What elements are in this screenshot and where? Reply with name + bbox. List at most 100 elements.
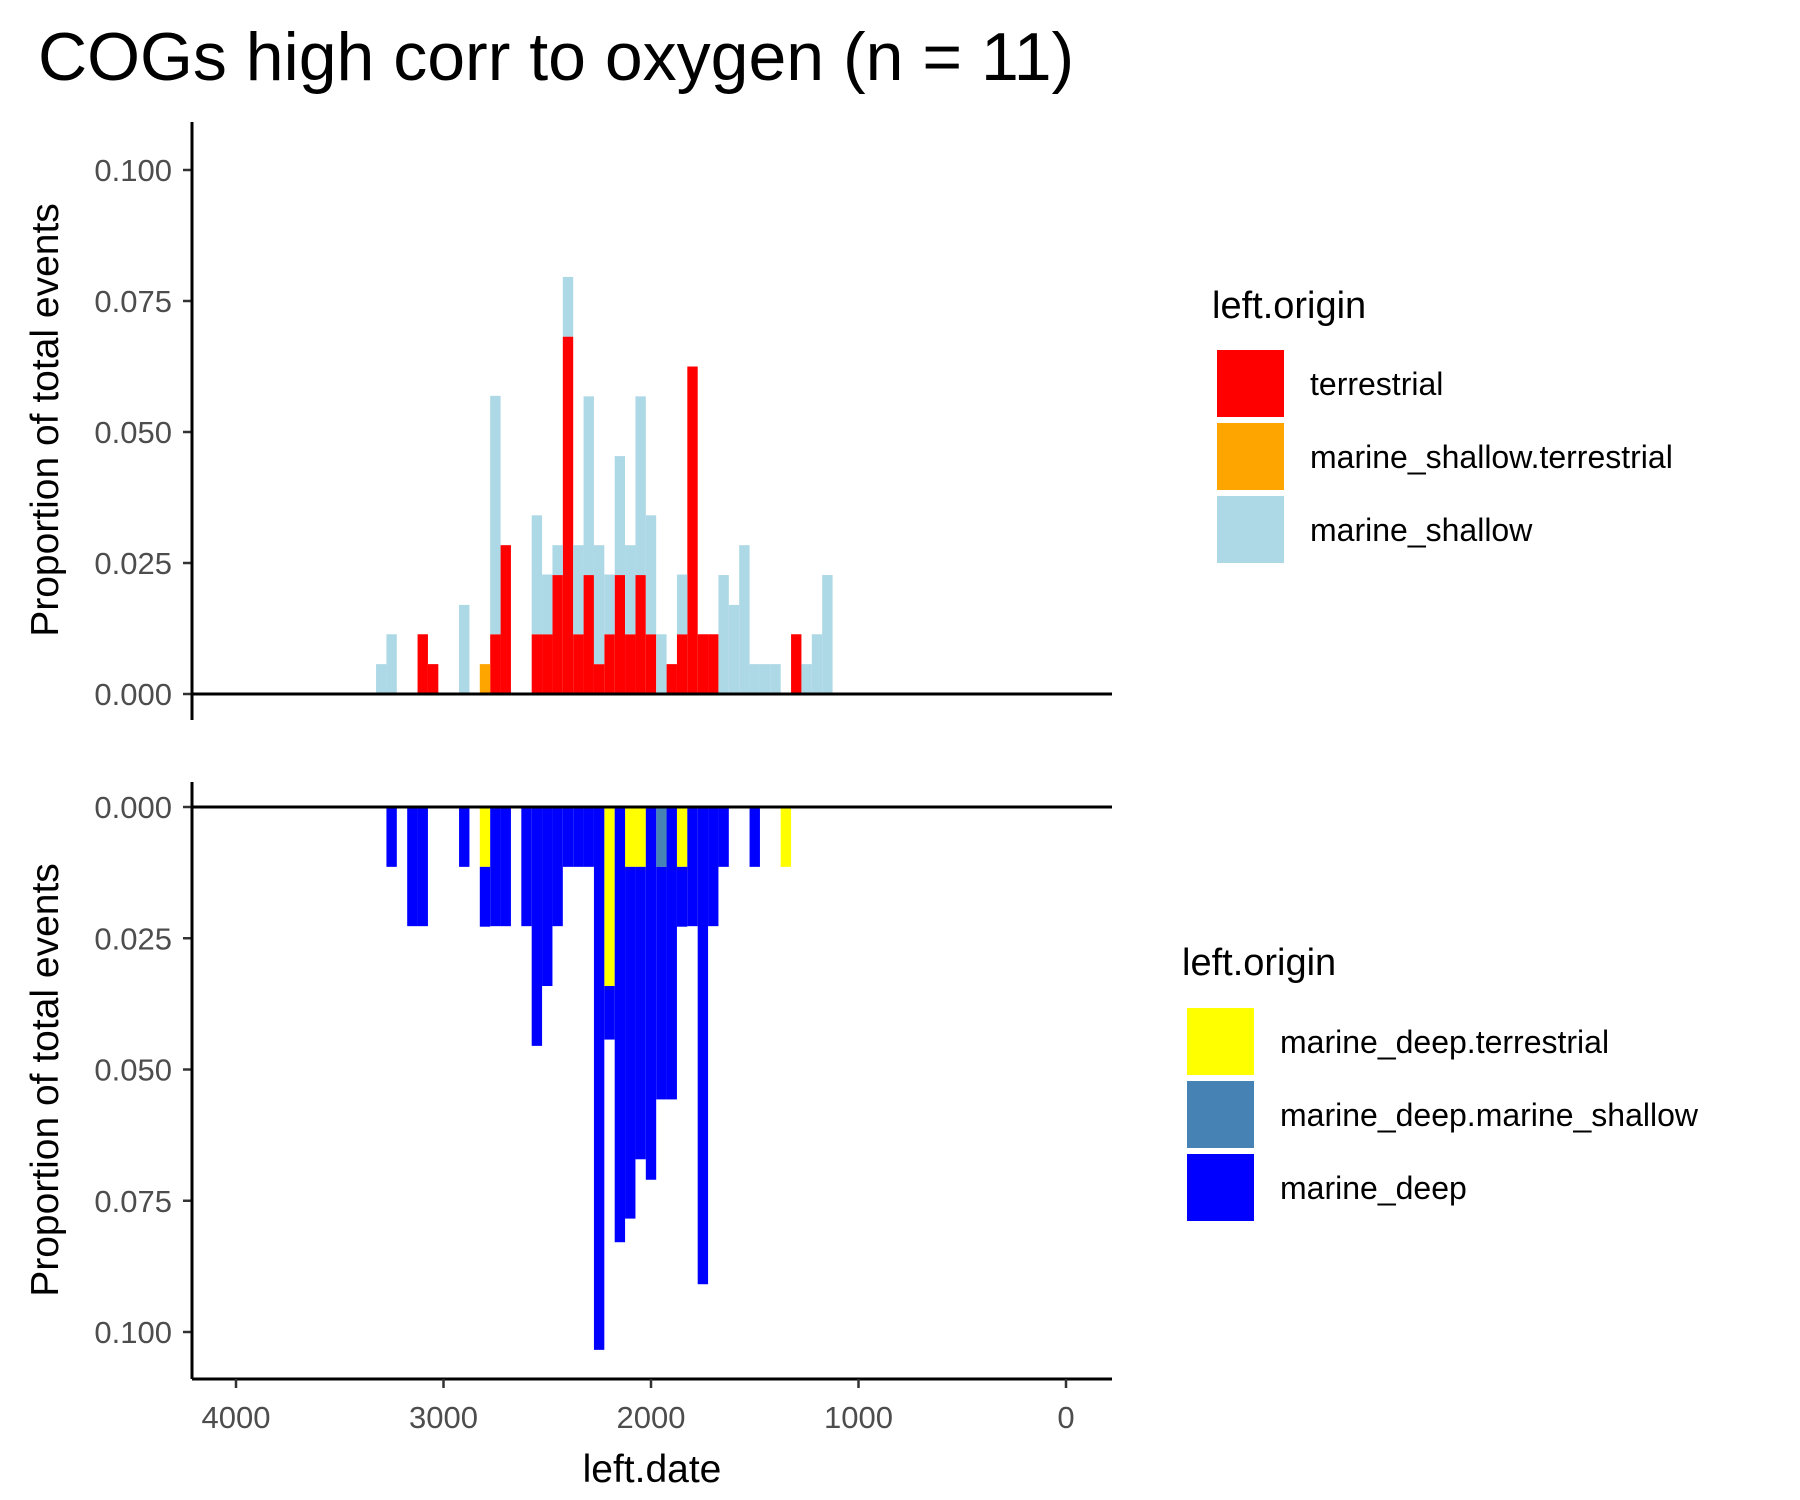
bar-top-marine-shallow-1400 [770,664,781,694]
bar-top-terrestrial-1850 [676,634,688,694]
legend-bottom-label-marine-deep: marine_deep [1280,1170,1467,1206]
x-tick-label: 0 [1057,1400,1074,1435]
bar-top-marine-shallow-2500 [542,574,553,635]
legend-top-label-marine-shallow: marine_shallow [1310,512,1533,548]
legend-top-label-marine-shallow-terrestrial: marine_shallow.terrestrial [1310,439,1673,475]
bar-bottom-marine-deep-2100 [625,866,636,1219]
legend-bottom-title: left.origin [1182,942,1336,984]
bar-bottom-marine-deep-2350 [573,807,584,867]
bar-bottom-marine-deep-1900 [666,807,677,1100]
bar-bottom-marine-deep-2150 [614,807,626,1243]
bar-top-marine-shallow-2400 [562,276,574,337]
bar-bottom-marine-deep-2400 [562,807,574,867]
legend-top-key-marine-shallow-terrestrial [1217,423,1284,490]
top-y-tick-label: 0.050 [94,415,172,450]
bar-bottom-marine-deep-2750 [490,807,501,927]
legend-top-title: left.origin [1212,285,1366,327]
top-bars [376,276,833,694]
bar-bottom-marine-deep-1700 [708,807,719,927]
bottom-y-tick-label: 0.000 [94,790,172,825]
bar-top-terrestrial-3100 [417,634,428,694]
bar-top-terrestrial-2700 [500,545,511,694]
bar-top-terrestrial-2150 [614,575,626,694]
chart-title: COGs high corr to oxygen (n = 11) [38,19,1074,95]
bar-top-terrestrial-2050 [635,575,646,694]
bar-top-marine-shallow-2350 [573,545,584,635]
bar-bottom-marine-deep-2200 [604,986,615,1040]
x-tick-label: 4000 [202,1400,271,1435]
bar-top-marine-shallow-3300 [376,664,387,694]
bar-bottom-marine-deep-marine-shallow-1950 [656,807,667,867]
top-y-tick-label: 0.075 [94,284,172,319]
bar-top-marine-shallow-2200 [604,574,615,635]
bar-top-terrestrial-1800 [687,366,698,694]
bar-bottom-marine-deep-2050 [635,866,646,1160]
bar-top-marine-shallow-1500 [749,664,760,694]
bar-top-marine-shallow-2050 [635,396,646,576]
x-tick-label: 3000 [409,1400,478,1435]
legend-top-key-marine-shallow [1217,496,1284,563]
bar-top-terrestrial-1300 [791,634,802,694]
bar-bottom-marine-deep-1750 [697,807,709,1285]
legend-bottom-key-marine-deep-marine-shallow [1187,1081,1254,1148]
bar-top-marine-shallow-1850 [676,574,688,635]
legend-top-label-terrestrial: terrestrial [1310,366,1443,402]
x-tick-label: 1000 [824,1400,893,1435]
bar-top-marine-shallow-2250 [593,545,605,665]
bar-top-marine-shallow-2000 [645,515,657,635]
bar-top-marine-shallow-2900 [459,604,470,694]
bar-top-terrestrial-2100 [625,634,636,694]
bottom-y-tick-label: 0.075 [94,1184,172,1219]
legend-bottom-key-marine-deep [1187,1154,1254,1221]
bottom-y-ticks: 0.000 0.025 0.050 0.075 0.100 [94,790,192,1350]
bar-top-marine-shallow-1150 [822,575,833,694]
legend-bottom-label-marine-deep-terrestrial: marine_deep.terrestrial [1280,1024,1609,1060]
bar-top-terrestrial-2500 [542,634,553,694]
bar-bottom-marine-deep-terrestrial-1850 [676,807,688,867]
bottom-bars [386,807,792,1350]
top-y-ticks: 0.100 0.075 0.050 0.025 0.000 [94,153,192,712]
bar-top-marine-shallow-terrestrial-2800 [479,664,491,694]
bottom-y-tick-label: 0.025 [94,921,172,956]
bar-top-marine-shallow-3250 [386,634,397,694]
bar-bottom-marine-deep-1500 [749,807,760,867]
legend-bottom-label-marine-deep-marine-shallow: marine_deep.marine_shallow [1280,1097,1699,1133]
legend-bottom-key-marine-deep-terrestrial [1187,1008,1254,1075]
bar-top-terrestrial-2200 [604,634,615,694]
bar-top-marine-shallow-2550 [531,515,543,635]
bar-bottom-marine-deep-3100 [417,807,428,927]
bar-top-marine-shallow-1650 [718,575,729,694]
bar-bottom-marine-deep-2900 [459,807,470,867]
bar-top-marine-shallow-2750 [490,395,501,635]
bar-bottom-marine-deep-terrestrial-2050 [635,807,646,867]
bar-top-marine-shallow-2300 [583,396,594,576]
bar-top-terrestrial-1900 [666,664,677,694]
bottom-y-axis-title: Proportion of total events [24,863,67,1297]
bar-bottom-marine-deep-1650 [718,807,729,867]
top-y-tick-label: 0.025 [94,546,172,581]
bar-bottom-marine-deep-3250 [386,807,397,867]
bar-top-terrestrial-1750 [697,634,709,694]
bar-top-terrestrial-2550 [531,634,543,694]
top-y-tick-label: 0.000 [94,677,172,712]
bar-bottom-marine-deep-terrestrial-1350 [780,807,792,867]
legend-bottom: left.origin marine_deep.terrestrialmarin… [1182,942,1699,1221]
bottom-y-tick-label: 0.050 [94,1053,172,1088]
bar-bottom-marine-deep-2700 [500,807,511,927]
bar-top-terrestrial-1700 [708,634,719,694]
bar-top-marine-shallow-1450 [759,664,771,694]
bar-top-marine-shallow-1550 [739,545,750,694]
bar-top-terrestrial-3050 [427,664,439,694]
bar-top-marine-shallow-1200 [811,634,823,694]
legend-top-key-terrestrial [1217,350,1284,417]
top-y-tick-label: 0.100 [94,153,172,188]
bar-bottom-marine-deep-2550 [531,807,543,1046]
bar-top-terrestrial-2000 [645,634,657,694]
bar-bottom-marine-deep-2250 [593,807,605,1350]
bar-bottom-marine-deep-2800 [479,866,491,927]
bar-top-marine-shallow-1950 [656,634,667,694]
bar-bottom-marine-deep-2600 [521,807,532,927]
bar-bottom-marine-deep-1800 [687,807,698,927]
bar-bottom-marine-deep-2000 [645,807,657,1180]
